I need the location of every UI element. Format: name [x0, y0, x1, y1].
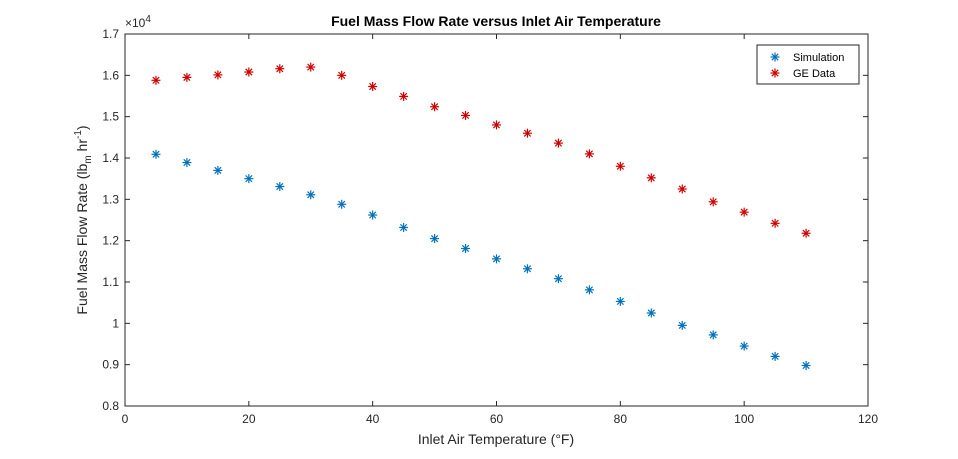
- x-tick-label: 20: [242, 412, 256, 426]
- legend-box: [756, 44, 860, 85]
- data-point: [584, 285, 594, 295]
- x-axis-label: Inlet Air Temperature (°F): [418, 431, 574, 447]
- y-axis-label: Fuel Mass Flow Rate (lbm hr-1): [73, 125, 94, 314]
- data-point: [306, 190, 316, 200]
- chart-title: Fuel Mass Flow Rate versus Inlet Air Tem…: [331, 13, 661, 29]
- y-tick-label: 0.8: [102, 399, 119, 413]
- data-point: [213, 70, 223, 80]
- data-point: [801, 228, 811, 238]
- legend-marker: [770, 52, 780, 62]
- data-point: [677, 184, 687, 194]
- data-point: [306, 62, 316, 72]
- data-point: [492, 120, 501, 130]
- x-tick-label: 120: [858, 412, 878, 426]
- y-tick-label: 1.3: [102, 192, 119, 206]
- data-point: [151, 75, 161, 85]
- data-point: [646, 173, 656, 183]
- data-point: [275, 64, 285, 74]
- y-tick-label: 1.4: [102, 151, 119, 165]
- x-tick-label: 0: [122, 412, 129, 426]
- y-tick-label: 1.6: [102, 68, 119, 82]
- data-point: [492, 254, 501, 264]
- data-point: [770, 351, 780, 361]
- x-tick-label: 100: [734, 412, 754, 426]
- data-point: [770, 218, 780, 228]
- data-point: [522, 264, 532, 274]
- y-label-sup: -1: [73, 130, 84, 139]
- legend-items: Simulation GE Data: [770, 52, 844, 80]
- data-point: [708, 197, 718, 207]
- x-tick-label: 60: [490, 412, 504, 426]
- y-axis-ticks: 0.8 0.9 1 1.1 1.2 1.3 1.4 1.5 1.6 1.7: [102, 27, 868, 413]
- legend-label: GE Data: [793, 68, 836, 80]
- data-point: [708, 330, 718, 340]
- data-point: [739, 341, 749, 351]
- data-point: [368, 81, 378, 91]
- data-point: [244, 174, 254, 184]
- data-point: [182, 72, 192, 82]
- exponent-base: ×10: [125, 16, 146, 30]
- data-point: [677, 320, 687, 330]
- data-point: [182, 158, 192, 168]
- y-axis-exponent: ×104: [125, 14, 151, 30]
- data-point: [553, 274, 563, 284]
- x-tick-label: 40: [366, 412, 380, 426]
- data-point: [461, 110, 471, 120]
- y-label-sub: m: [83, 155, 94, 163]
- y-tick-label: 0.9: [102, 358, 119, 372]
- y-label-middle: hr: [74, 139, 90, 156]
- legend-marker: [770, 68, 780, 78]
- data-point: [368, 210, 378, 220]
- y-tick-label: 1.1: [102, 275, 119, 289]
- data-point: [337, 70, 347, 80]
- data-point: [399, 91, 409, 101]
- data-point: [151, 149, 161, 159]
- y-tick-label: 1.2: [102, 234, 119, 248]
- data-point: [461, 244, 471, 254]
- data-point: [615, 296, 625, 306]
- data-markers: [151, 62, 811, 370]
- data-point: [646, 308, 656, 318]
- data-point: [522, 128, 532, 138]
- y-label-suffix: ): [74, 125, 90, 130]
- data-point: [553, 138, 563, 148]
- data-point: [739, 207, 749, 217]
- legend-label: Simulation: [793, 52, 844, 64]
- x-axis-ticks: 0 20 40 60 80 100 120: [122, 34, 878, 426]
- svg-text:×104: ×104: [125, 14, 151, 30]
- data-point: [801, 360, 811, 370]
- series-0: [151, 149, 811, 370]
- x-tick-label: 80: [614, 412, 628, 426]
- data-point: [337, 199, 347, 209]
- y-label-prefix: Fuel Mass Flow Rate (lb: [74, 163, 90, 314]
- series-1: [151, 62, 811, 238]
- y-tick-label: 1: [112, 316, 119, 330]
- data-point: [213, 165, 223, 175]
- data-point: [275, 182, 285, 192]
- data-point: [430, 102, 440, 112]
- y-tick-label: 1.5: [102, 110, 119, 124]
- legend: Simulation GE Data: [756, 44, 860, 85]
- data-point: [430, 234, 440, 244]
- data-point: [584, 149, 594, 159]
- y-tick-label: 1.7: [102, 27, 119, 41]
- data-point: [615, 161, 625, 171]
- plot-area: 0 20 40 60 80 100 120 0.8 0.9 1 1.1 1.2 1.3 1.4 1.5 1.…: [102, 27, 878, 426]
- data-point: [399, 222, 409, 232]
- exponent-power: 4: [145, 14, 151, 25]
- data-point: [244, 67, 254, 77]
